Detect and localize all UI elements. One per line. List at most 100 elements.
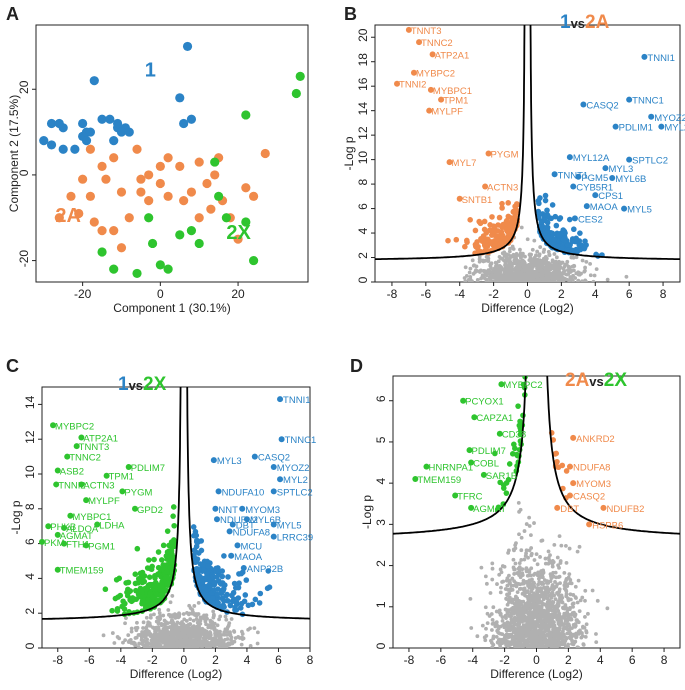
nonsignificant-point — [572, 614, 577, 619]
nonsignificant-point — [175, 641, 179, 645]
nonsignificant-point — [566, 575, 571, 580]
x-tick-label: 4 — [597, 653, 604, 667]
nonsignificant-point — [553, 570, 558, 575]
nonsignificant-point — [586, 611, 590, 616]
significant-point — [549, 202, 556, 208]
y-tick-label: 4 — [23, 573, 37, 580]
significant-point — [211, 579, 218, 586]
nonsignificant-point — [498, 265, 503, 269]
nonsignificant-point — [517, 599, 522, 603]
significant-point — [577, 230, 583, 236]
protein-label: TNNI1 — [647, 53, 674, 64]
y-axis-title: -Log p — [342, 136, 356, 170]
nonsignificant-point — [232, 639, 237, 644]
protein-label: PKM — [44, 538, 65, 549]
significant-point — [266, 584, 273, 590]
nonsignificant-point — [557, 263, 562, 267]
protein-label: NDUFA8 — [573, 463, 610, 474]
comparison-title: 1vs2A — [560, 12, 610, 33]
labelled-point — [240, 564, 247, 571]
nonsignificant-point — [177, 611, 181, 616]
nonsignificant-point — [560, 278, 565, 282]
nonsignificant-point — [526, 606, 530, 611]
significant-point — [542, 192, 549, 199]
data-point-2X — [210, 157, 220, 167]
significant-point — [170, 513, 176, 519]
nonsignificant-point — [182, 637, 187, 642]
nonsignificant-point — [508, 265, 512, 269]
data-point-2A — [97, 161, 107, 171]
labelled-point — [471, 414, 478, 421]
nonsignificant-point — [543, 561, 548, 566]
nonsignificant-point — [548, 624, 553, 629]
x-tick-label: 6 — [626, 287, 633, 301]
nonsignificant-point — [207, 635, 212, 639]
nonsignificant-point — [583, 598, 587, 603]
labelled-point — [234, 542, 241, 549]
significant-point — [136, 578, 142, 584]
data-point-2A — [101, 174, 111, 184]
nonsignificant-point — [504, 273, 509, 278]
labelled-point — [626, 96, 633, 103]
nonsignificant-point — [548, 630, 553, 635]
nonsignificant-point — [574, 255, 579, 260]
data-point-2X — [295, 71, 305, 81]
significant-point — [551, 236, 558, 243]
nonsignificant-point — [517, 532, 521, 537]
title-group: 1 — [118, 374, 129, 395]
nonsignificant-point — [208, 630, 212, 634]
data-point-2A — [260, 148, 270, 159]
nonsignificant-point — [171, 613, 175, 618]
protein-label: TNNI1 — [283, 395, 310, 406]
nonsignificant-point — [144, 626, 149, 630]
nonsignificant-point — [101, 633, 106, 638]
nonsignificant-point — [467, 270, 472, 275]
significant-point — [233, 607, 240, 613]
protein-label: TNNI2 — [58, 480, 85, 491]
protein-label: AGMAT — [60, 531, 93, 542]
nonsignificant-point — [579, 271, 583, 276]
nonsignificant-point — [535, 260, 540, 265]
nonsignificant-point — [510, 273, 515, 278]
nonsignificant-point — [208, 641, 213, 646]
nonsignificant-point — [191, 610, 195, 615]
nonsignificant-point — [490, 641, 494, 645]
data-point-1 — [175, 93, 185, 103]
nonsignificant-point — [152, 639, 157, 644]
nonsignificant-point — [502, 622, 507, 626]
y-tick-label: 20 — [17, 80, 31, 94]
panel-letter: B — [344, 4, 357, 24]
nonsignificant-point — [518, 612, 522, 617]
significant-point — [242, 592, 249, 598]
protein-labels: TNNT3TNNC2ATP2A1MYBPC2TNNI2MYBPC1TPM1MYL… — [394, 26, 685, 225]
nonsignificant-point — [129, 629, 134, 634]
significant-point — [486, 227, 493, 234]
significant-point — [500, 485, 507, 491]
protein-label: SPTLC2 — [277, 487, 313, 498]
protein-label: LRRC39 — [277, 533, 313, 544]
data-point-2X — [132, 268, 142, 279]
panel-c: C -8 -6 -4 -2 0 2 4 6 8 0 2 4 6 8 10 12 14 Difference (Log… — [6, 356, 316, 681]
nonsignificant-point — [530, 270, 535, 275]
data-point-2X — [175, 230, 185, 240]
nonsignificant-point — [495, 623, 500, 628]
protein-label: MYBPC2 — [55, 421, 94, 432]
significant-point — [156, 571, 162, 578]
nonsignificant-point — [519, 535, 524, 540]
nonsignificant-point — [573, 276, 578, 280]
nonsignificant-point — [146, 641, 150, 645]
nonsignificant-point — [538, 606, 543, 611]
significant-point — [245, 602, 252, 609]
y-tick-label: 2 — [356, 252, 370, 259]
data-point-1 — [89, 76, 99, 86]
protein-label: COBL — [473, 459, 499, 470]
nonsignificant-point — [491, 605, 496, 610]
nonsignificant-point — [239, 642, 244, 647]
y-tick-label: 0 — [356, 276, 370, 283]
protein-label: PDLIM7 — [131, 463, 165, 474]
nonsignificant-point — [558, 581, 562, 585]
nonsignificant-point — [583, 268, 587, 273]
nonsignificant-point — [553, 643, 557, 648]
data-point-1 — [81, 136, 92, 146]
nonsignificant-point — [529, 533, 533, 538]
